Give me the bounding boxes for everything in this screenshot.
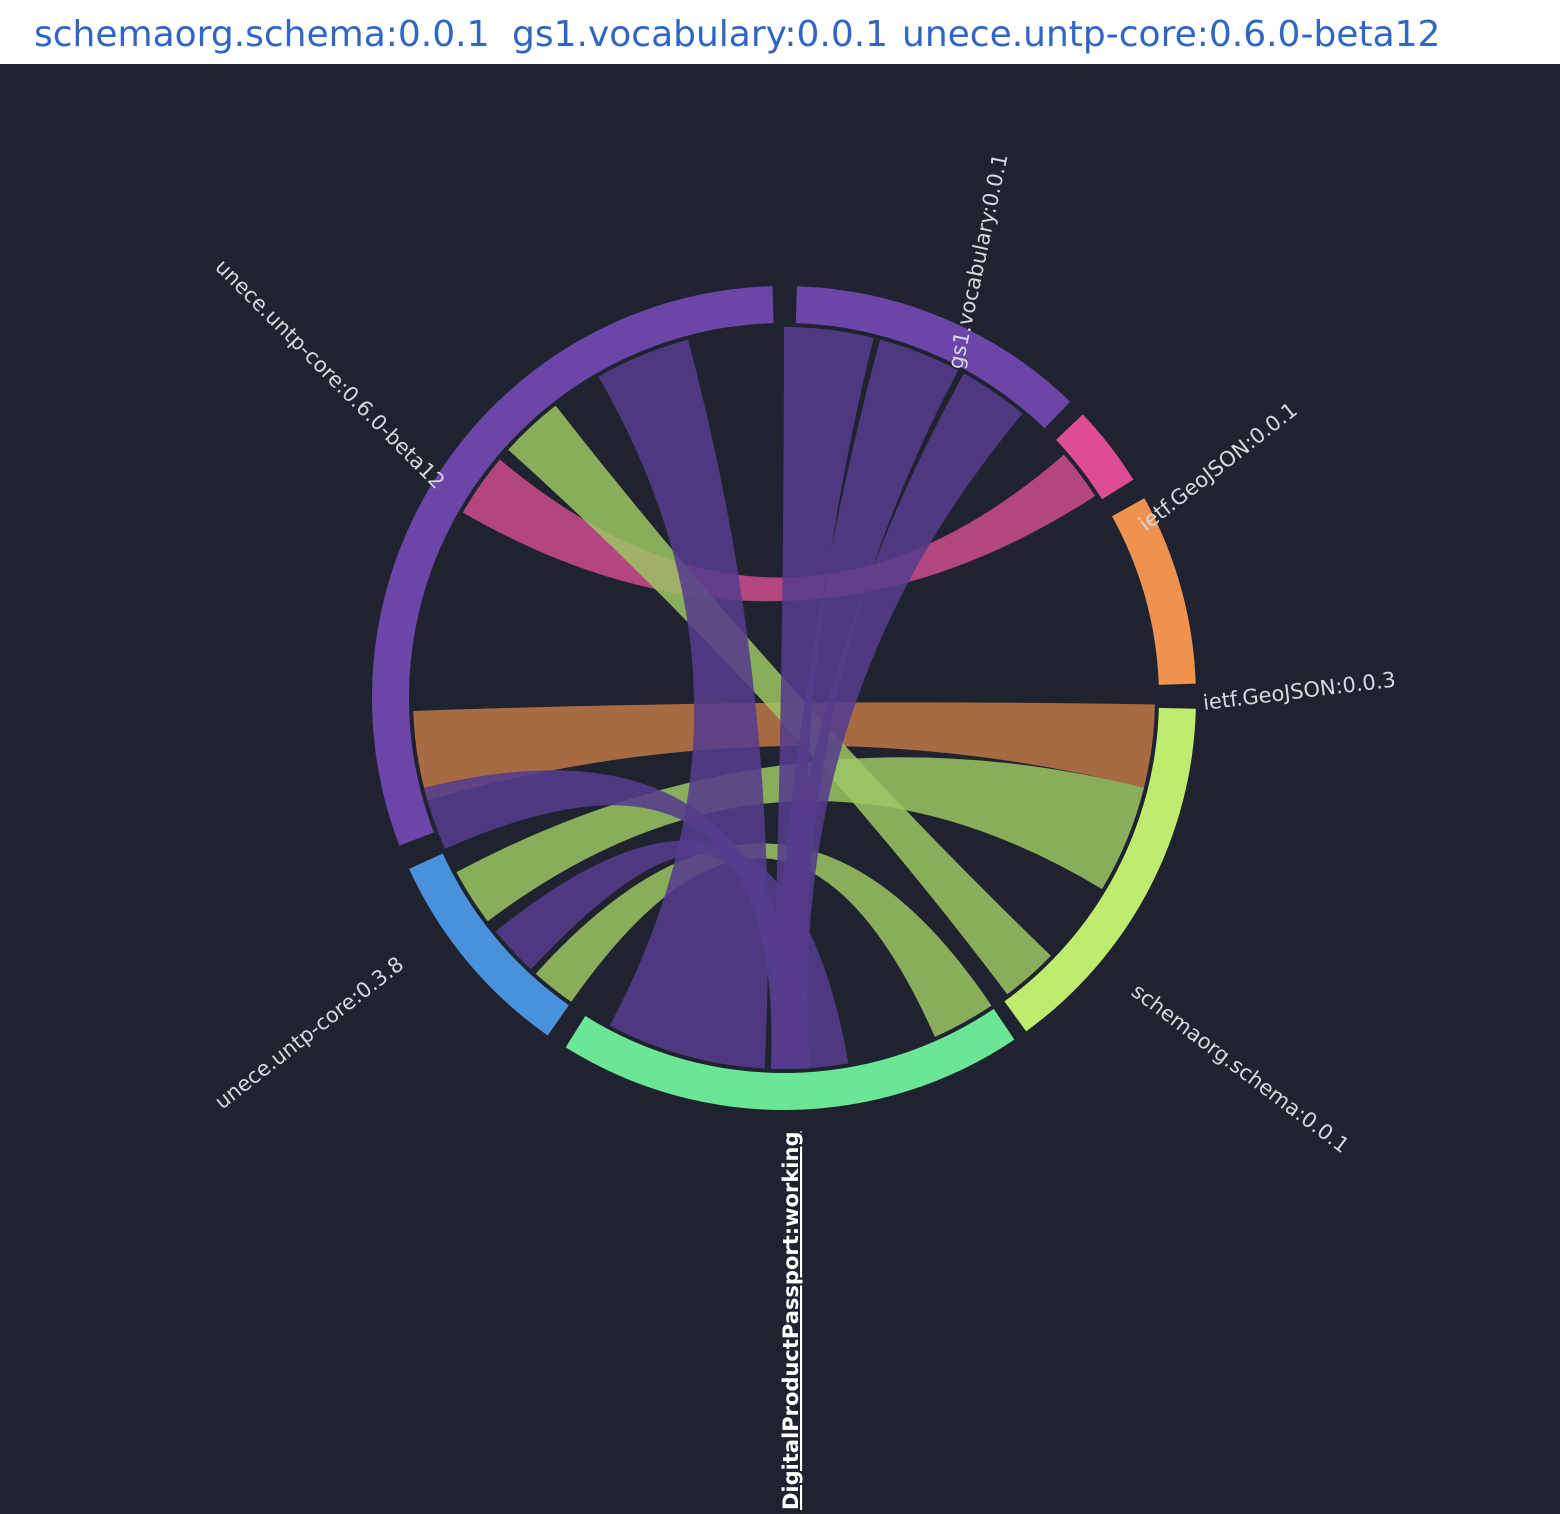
ribbon-pink-1[interactable]: [462, 454, 1096, 602]
arc-unece-untp-core-0-3-8[interactable]: [409, 853, 569, 1036]
arc-gs1-vocabulary-0-0-1[interactable]: [795, 286, 1071, 429]
node-arcs: [372, 286, 1196, 1110]
ribbon-orange-0[interactable]: [413, 702, 1155, 801]
arc-digitalproductpassport-working[interactable]: [565, 1008, 1015, 1110]
chord-ribbons: [413, 327, 1155, 1069]
ribbon-green-4[interactable]: [456, 757, 1144, 922]
nav-link-gs1-vocabulary[interactable]: gs1.vocabulary:0.0.1: [512, 14, 889, 55]
nav-link-schemaorg-schema[interactable]: schemaorg.schema:0.0.1: [34, 14, 490, 55]
ribbon-green-2[interactable]: [508, 405, 1051, 995]
node-label-ietf-geojson-003[interactable]: ietf.GeoJSON:0.0.3: [1202, 668, 1397, 715]
arc-schemaorg-schema-0-0-1[interactable]: [1004, 707, 1196, 1032]
arc-unece-untp-core-0-6-0-beta12[interactable]: [372, 286, 774, 846]
node-label-digital-product-passport[interactable]: DigitalProductPassport:working: [779, 1132, 803, 1511]
chord-diagram: gs1.vocabulary:0.0.1 ietf.GeoJSON:0.0.1 …: [210, 151, 1397, 1511]
node-label-schemaorg-schema[interactable]: schemaorg.schema:0.0.1: [1127, 979, 1354, 1158]
node-label-ietf-geojson-001[interactable]: ietf.GeoJSON:0.0.1: [1134, 398, 1302, 536]
top-nav-bar: schemaorg.schema:0.0.1 gs1.vocabulary:0.…: [0, 0, 1560, 64]
ribbon-green-3[interactable]: [535, 843, 992, 1037]
nav-link-unece-untp-core[interactable]: unece.untp-core:0.6.0-beta12: [902, 14, 1441, 55]
arc-ietf-geojson-0-0-3[interactable]: [1111, 498, 1196, 685]
node-label-unece-untp-core-060[interactable]: unece.untp-core:0.6.0-beta12: [210, 255, 449, 494]
ribbon-purple-6[interactable]: [598, 339, 768, 1069]
ribbon-purple-10[interactable]: [424, 770, 810, 1069]
node-label-unece-untp-core-038[interactable]: unece.untp-core:0.3.8: [210, 952, 408, 1114]
arc-ietf-geojson-0-0-1[interactable]: [1056, 414, 1134, 500]
